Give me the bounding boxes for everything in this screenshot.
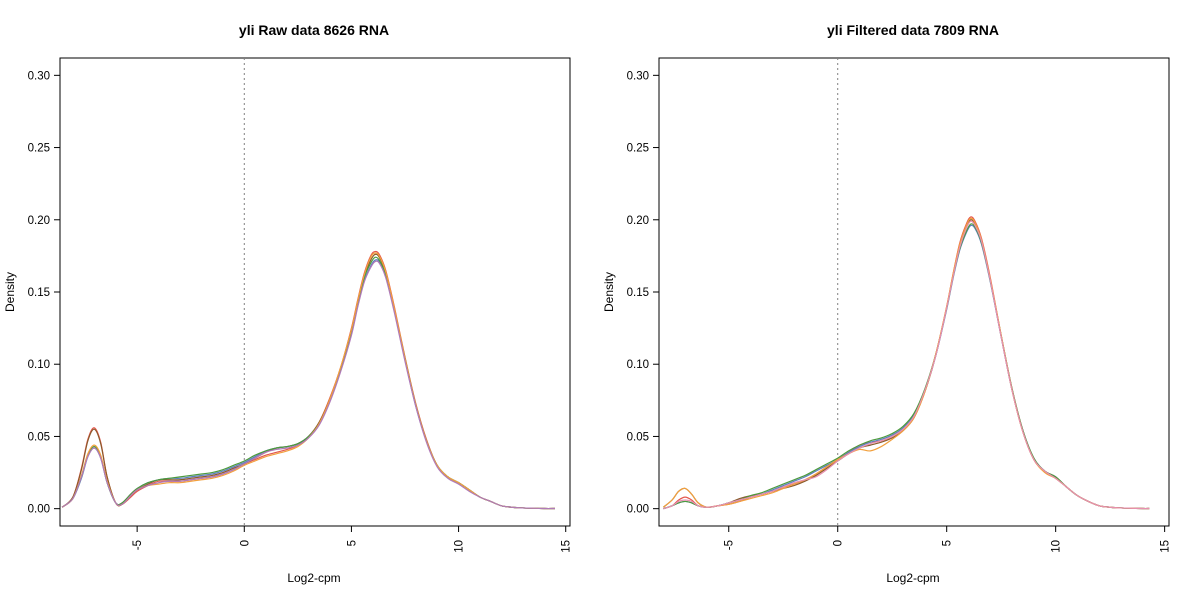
chart-title: yli Filtered data 7809 RNA [827, 22, 999, 38]
y-tick-label: 0.30 [28, 70, 50, 82]
y-axis-label: Density [602, 272, 616, 312]
y-tick-label: 0.20 [28, 215, 50, 227]
series-line-5 [662, 217, 1150, 510]
x-axis: -5 0 5 10 15 [724, 526, 1172, 553]
y-tick-label: 0.25 [627, 143, 649, 155]
x-axis-label: Log2-cpm [287, 571, 340, 585]
chart-title: yli Raw data 8626 RNA [239, 22, 389, 38]
y-tick-label: 0.20 [627, 215, 649, 227]
series-line-4 [663, 223, 1150, 510]
series-line-1 [663, 216, 1150, 510]
y-tick-label: 0.00 [627, 504, 649, 516]
series-line-5 [61, 252, 556, 510]
y-tick-label: 0.05 [28, 431, 50, 443]
density-curves [61, 250, 556, 510]
x-tick-label: 5 [942, 540, 954, 546]
y-tick-label: 0.05 [627, 431, 649, 443]
y-tick-label: 0.00 [28, 504, 50, 516]
y-tick-label: 0.25 [28, 143, 50, 155]
filtered-data-density-chart: yli Filtered data 7809 RNA 0.000.050.100… [602, 22, 1172, 585]
y-tick-label: 0.10 [627, 359, 649, 371]
y-tick-label: 0.10 [28, 359, 50, 371]
x-tick-label: 5 [346, 540, 358, 546]
x-axis: -5 0 5 10 15 [132, 526, 573, 553]
raw-data-density-chart: yli Raw data 8626 RNA 0.000.050.100.150.… [3, 22, 573, 585]
series-line-3 [663, 224, 1150, 510]
series-line-4 [61, 256, 556, 510]
y-tick-label: 0.30 [627, 70, 649, 82]
series-line-6 [663, 220, 1150, 510]
y-axis: 0.00 0.05 0.10 0.15 0.20 0.25 0.30 [28, 70, 60, 516]
density-curves [662, 216, 1150, 510]
plot-frame [658, 57, 1170, 527]
x-tick-label: 10 [1051, 540, 1063, 553]
plot-frame [59, 57, 571, 527]
series-line-2 [662, 219, 1150, 510]
y-tick-label: 0.15 [28, 287, 50, 299]
series-line-6 [61, 260, 556, 510]
x-tick-label: 15 [561, 540, 573, 553]
y-axis-label: Density [3, 272, 17, 312]
y-axis: 0.00 0.05 0.10 0.15 0.20 0.25 0.30 [627, 70, 659, 516]
y-tick-label: 0.15 [627, 287, 649, 299]
series-line-1 [61, 250, 556, 510]
x-axis-label: Log2-cpm [886, 571, 939, 585]
series-line-3 [61, 259, 556, 510]
x-tick-label: -5 [132, 540, 144, 550]
x-tick-label: 10 [454, 540, 466, 553]
x-tick-label: 0 [239, 540, 251, 546]
x-tick-label: 15 [1160, 540, 1172, 553]
x-tick-label: -5 [724, 540, 736, 550]
series-line-2 [61, 253, 556, 510]
x-tick-label: 0 [833, 540, 845, 546]
